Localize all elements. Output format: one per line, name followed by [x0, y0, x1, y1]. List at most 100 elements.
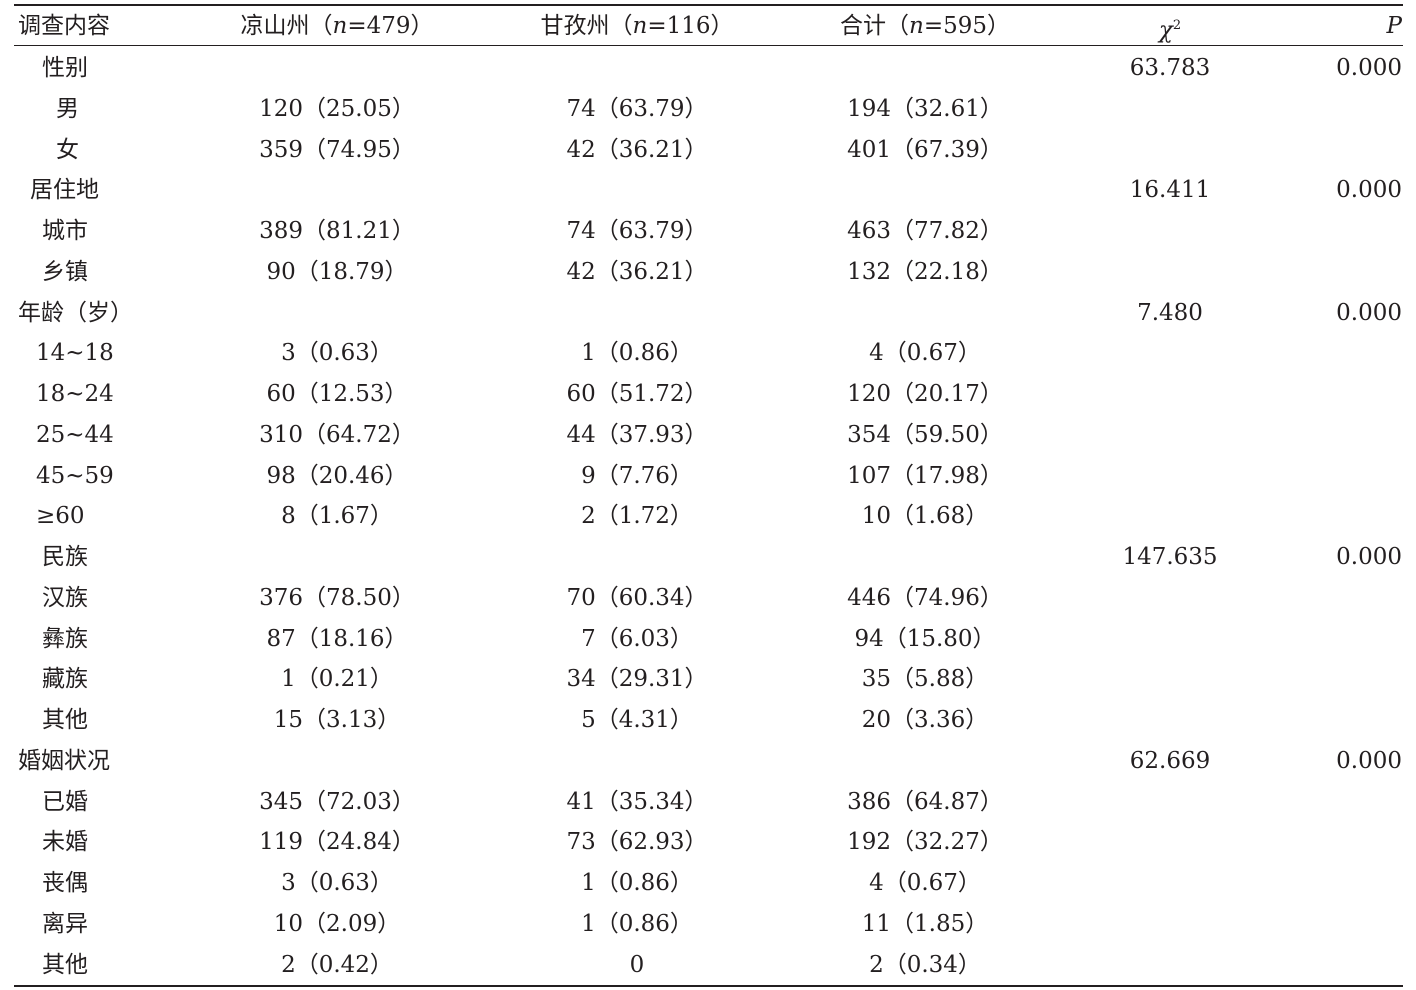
- table-row: 性别 63.783 0.000: [0, 48, 1416, 88]
- cell-chi-square: [1100, 700, 1240, 740]
- cell-chi-square: [1100, 659, 1240, 699]
- cell-total: 4（0.67）: [869, 340, 981, 367]
- table-row: 女 359（74.95） 42（36.21） 401（67.39）: [0, 130, 1416, 170]
- cell-liangshan: [237, 48, 437, 88]
- cell-ganzi: [537, 170, 737, 210]
- table-row: 14~18 3（0.63） 1（0.86） 4（0.67）: [0, 333, 1416, 373]
- cell-chi-square: [1100, 863, 1240, 903]
- cell-p-value: [1300, 619, 1402, 659]
- cell-liangshan: 120（25.05）: [259, 95, 415, 122]
- header-total: 合计（n=595）: [840, 13, 1010, 39]
- cell-chi-square: [1100, 822, 1240, 862]
- cell-liangshan: 8（1.67）: [281, 503, 393, 530]
- cell-chi-square: [1100, 945, 1240, 985]
- header-ganzi: 甘孜州（n=116）: [540, 13, 734, 39]
- table-row: 18~24 60（12.53） 60（51.72） 120（20.17）: [0, 374, 1416, 414]
- cell-chi-square: [1100, 496, 1240, 536]
- cell-ganzi: 74（63.79）: [566, 218, 708, 244]
- table-row: 乡镇 90（18.79） 42（36.21） 132（22.18）: [0, 252, 1416, 292]
- row-label: 丧偶: [42, 870, 88, 896]
- cell-chi-square: [1100, 130, 1240, 170]
- cell-liangshan: 345（72.03）: [259, 788, 415, 815]
- cell-total: 11（1.85）: [861, 910, 989, 937]
- cell-chi-square: [1100, 619, 1240, 659]
- cell-total: 401（67.39）: [847, 136, 1003, 163]
- header-liangshan: 凉山州（n=479）: [240, 13, 434, 39]
- cell-total: 20（3.36）: [861, 707, 989, 733]
- cell-p-value: [1300, 252, 1402, 292]
- cell-total: 35（5.88）: [861, 666, 989, 693]
- table-row: ≥60 8（1.67） 2（1.72） 10（1.68）: [0, 496, 1416, 536]
- cell-p-value: 0.000: [1336, 747, 1402, 774]
- cell-chi-square: [1100, 415, 1240, 455]
- cell-total: [825, 48, 1025, 88]
- cell-p-value: 0.000: [1336, 544, 1402, 570]
- cell-p-value: [1300, 659, 1402, 699]
- row-label: 性别: [42, 55, 88, 81]
- cell-ganzi: 1（0.86）: [581, 340, 693, 367]
- row-label: 年龄（岁）: [18, 299, 133, 326]
- row-label: 女: [56, 136, 79, 163]
- cell-chi-square: [1100, 904, 1240, 944]
- row-label: 14~18: [36, 340, 114, 367]
- cell-chi-square: [1100, 374, 1240, 414]
- cell-p-value: [1300, 904, 1402, 944]
- cell-total: 120（20.17）: [847, 381, 1003, 407]
- table-row: 45~59 98（20.46） 9（7.76） 107（17.98）: [0, 456, 1416, 496]
- cell-chi-square: [1100, 782, 1240, 822]
- row-label: 乡镇: [42, 258, 88, 285]
- row-label: 居住地: [30, 177, 99, 204]
- cell-total: 463（77.82）: [847, 218, 1003, 244]
- cell-total: 4（0.67）: [869, 870, 981, 896]
- table-row: 藏族 1（0.21） 34（29.31） 35（5.88）: [0, 659, 1416, 699]
- cell-total: 194（32.61）: [847, 95, 1003, 122]
- row-label: 25~44: [36, 421, 114, 448]
- cell-chi-square: 7.480: [1137, 299, 1203, 326]
- table-bottom-rule: [14, 985, 1403, 987]
- cell-p-value: 0.000: [1336, 177, 1402, 204]
- cell-p-value: [1300, 415, 1402, 455]
- cell-ganzi: 60（51.72）: [566, 381, 708, 407]
- table-row: 城市 389（81.21） 74（63.79） 463（77.82）: [0, 211, 1416, 251]
- table-header-row: 调查内容 凉山州（n=479） 甘孜州（n=116） 合计（n=595） χ2 …: [0, 6, 1416, 46]
- cell-total: [825, 293, 1025, 333]
- cell-total: 192（32.27）: [847, 829, 1003, 856]
- cell-liangshan: [237, 741, 437, 781]
- cell-ganzi: 42（36.21）: [566, 258, 708, 285]
- row-label: 18~24: [36, 381, 114, 407]
- cell-liangshan: 98（20.46）: [266, 462, 408, 489]
- row-label: 45~59: [36, 462, 114, 489]
- header-p-value: P: [1386, 13, 1402, 39]
- cell-p-value: [1300, 333, 1402, 373]
- cell-liangshan: 60（12.53）: [266, 381, 408, 407]
- cell-total: 354（59.50）: [847, 421, 1003, 448]
- cell-liangshan: 90（18.79）: [266, 258, 408, 285]
- cell-liangshan: [237, 293, 437, 333]
- cell-ganzi: 1（0.86）: [581, 910, 693, 937]
- cell-chi-square: 62.669: [1129, 747, 1211, 774]
- cell-total: 94（15.80）: [854, 625, 996, 652]
- cell-ganzi: 0: [629, 951, 645, 978]
- cell-liangshan: 87（18.16）: [266, 625, 408, 652]
- cell-liangshan: 2（0.42）: [281, 951, 393, 978]
- table-top-rule: [14, 4, 1403, 6]
- row-label: 藏族: [42, 666, 88, 693]
- cell-p-value: [1300, 89, 1402, 129]
- cell-p-value: [1300, 945, 1402, 985]
- header-survey-content: 调查内容: [18, 13, 110, 39]
- table-row: 居住地 16.411 0.000: [0, 170, 1416, 210]
- cell-ganzi: 74（63.79）: [566, 95, 708, 122]
- cell-chi-square: [1100, 578, 1240, 618]
- table-row: 男 120（25.05） 74（63.79） 194（32.61）: [0, 89, 1416, 129]
- cell-p-value: [1300, 496, 1402, 536]
- cell-p-value: 0.000: [1336, 55, 1402, 81]
- row-label: ≥60: [36, 503, 85, 530]
- table-row: 汉族 376（78.50） 70（60.34） 446（74.96）: [0, 578, 1416, 618]
- cell-liangshan: [237, 537, 437, 577]
- cell-p-value: [1300, 211, 1402, 251]
- table-row: 彝族 87（18.16） 7（6.03） 94（15.80）: [0, 619, 1416, 659]
- cell-ganzi: 2（1.72）: [581, 503, 693, 530]
- cell-ganzi: [537, 293, 737, 333]
- cell-p-value: [1300, 700, 1402, 740]
- cell-ganzi: [537, 48, 737, 88]
